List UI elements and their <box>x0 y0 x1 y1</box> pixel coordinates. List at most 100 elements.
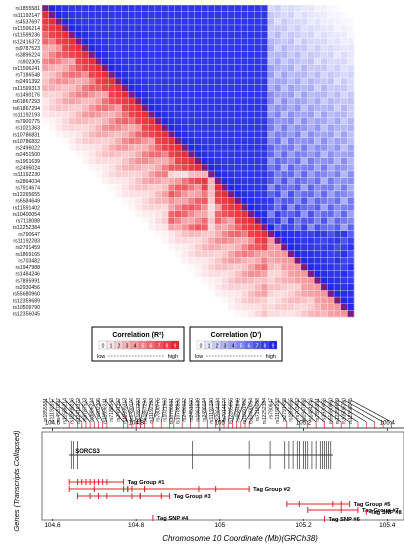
ld-cell <box>101 204 109 212</box>
ld-cell <box>141 151 149 158</box>
snp-row-label: rs11192193 <box>13 112 40 118</box>
ld-cell <box>274 164 282 172</box>
ld-cell <box>214 11 222 19</box>
ld-cell <box>128 84 136 92</box>
ld-cell <box>280 5 288 12</box>
ld-cell <box>221 18 229 26</box>
ld-cell <box>254 38 262 46</box>
ld-cell <box>115 97 122 105</box>
ld-cell <box>188 177 195 185</box>
ld-cell <box>88 64 96 72</box>
ld-cell <box>201 64 209 72</box>
ld-cell <box>307 71 315 79</box>
ld-cell <box>75 144 83 152</box>
ld-cell <box>115 91 122 99</box>
ld-cell <box>75 237 83 245</box>
ld-cell <box>48 164 56 172</box>
ld-cell <box>261 277 268 285</box>
ld-cell <box>121 51 129 59</box>
ld-cell <box>307 144 315 152</box>
ld-cell <box>141 11 149 19</box>
snp-connector <box>71 399 91 423</box>
ld-cell <box>42 230 49 238</box>
ld-cell <box>75 117 83 125</box>
ld-cell <box>307 197 315 205</box>
ld-cell <box>287 224 295 231</box>
ld-cell <box>75 263 83 271</box>
ld-cell <box>61 297 69 305</box>
ld-cell <box>181 31 189 39</box>
ld-cell <box>134 144 142 152</box>
ld-cell <box>61 277 69 285</box>
ld-cell <box>194 11 202 19</box>
ld-cell <box>95 217 103 225</box>
ld-cell <box>181 197 189 205</box>
snp-connector <box>270 399 288 423</box>
ld-cell <box>327 5 335 12</box>
tag-group-label: Tag SNP #4 <box>157 516 189 522</box>
ld-cell <box>314 151 322 158</box>
ld-cell <box>294 177 302 185</box>
ld-cell <box>115 71 122 79</box>
ld-cell <box>221 71 229 79</box>
ld-cell <box>307 64 315 72</box>
ld-cell <box>121 164 129 172</box>
ld-cell <box>287 170 295 178</box>
snp-row-label: rs55680960 <box>13 292 41 298</box>
ld-cell <box>327 78 335 85</box>
ld-cell <box>101 71 109 79</box>
ld-cell <box>261 210 268 218</box>
ld-cell <box>300 111 308 119</box>
ld-cell <box>201 38 209 46</box>
ld-cell <box>81 78 89 85</box>
snp-row-label: rs11192230 <box>13 172 40 178</box>
ld-cell <box>168 124 176 132</box>
ld-cell <box>61 204 69 212</box>
ld-cell <box>88 131 96 139</box>
ld-cell <box>307 303 315 311</box>
ld-cell <box>254 184 262 192</box>
ld-cell <box>88 224 96 231</box>
ld-cell <box>300 283 308 291</box>
ld-cell <box>188 170 195 178</box>
ld-cell <box>247 117 255 125</box>
ld-cell <box>55 283 63 291</box>
ld-cell <box>134 84 142 92</box>
ld-cell <box>68 117 76 125</box>
ld-cell <box>207 277 215 285</box>
ld-cell <box>55 31 63 39</box>
ld-cell <box>148 18 156 26</box>
ld-cell <box>227 111 235 119</box>
ld-cell <box>254 78 262 85</box>
ld-cell <box>261 190 268 198</box>
ld-cell <box>61 97 69 105</box>
ld-cell <box>108 190 116 198</box>
ld-cell <box>81 204 89 212</box>
ld-cell <box>42 84 49 92</box>
ld-cell <box>247 151 255 158</box>
ld-cell <box>347 263 355 271</box>
axis-tick-label: 105.4 <box>380 421 396 427</box>
ld-cell <box>334 270 342 278</box>
ld-cell <box>307 270 315 278</box>
snp-column-label: rs1490176 <box>129 398 135 422</box>
ld-cell <box>121 243 129 251</box>
ld-cell <box>168 263 176 271</box>
ld-cell <box>241 78 249 85</box>
snp-row-label: rs1947988 <box>15 265 40 271</box>
ld-cell <box>42 71 49 79</box>
ld-cell <box>188 51 195 59</box>
snp-connector <box>104 399 124 423</box>
ld-cell <box>241 184 249 192</box>
ld-cell <box>181 104 189 112</box>
ld-cell <box>274 5 282 12</box>
ld-cell <box>134 277 142 285</box>
ld-cell <box>188 84 195 92</box>
ld-cell <box>101 64 109 72</box>
ld-cell <box>48 303 56 311</box>
ld-cell <box>334 283 342 291</box>
ld-cell <box>95 91 103 99</box>
ld-cell <box>88 31 96 39</box>
ld-cell <box>42 210 49 218</box>
ld-cell <box>168 170 176 178</box>
